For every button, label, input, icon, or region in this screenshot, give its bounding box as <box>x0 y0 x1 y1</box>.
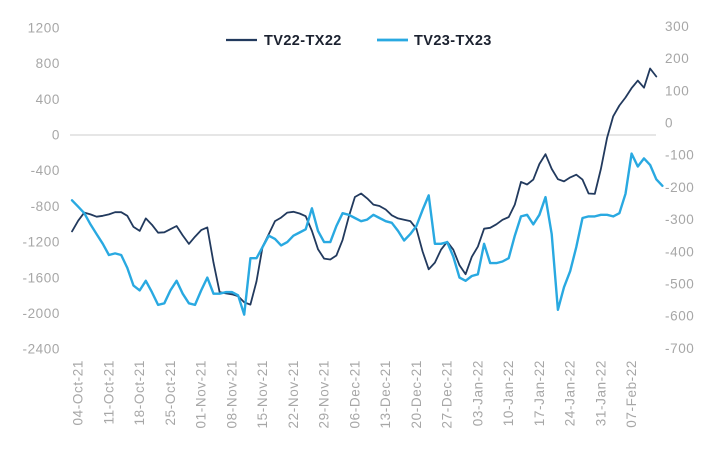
x-axis-date-label: 01-Nov-21 <box>194 360 209 428</box>
x-axis-date-label: 24-Jan-22 <box>563 360 578 426</box>
x-axis-date-label: 25-Oct-21 <box>163 360 178 425</box>
x-axis-date-label: 04-Oct-21 <box>71 360 86 425</box>
y-axis-right-label: -300 <box>665 212 694 227</box>
y-axis-right-label: -100 <box>665 148 694 163</box>
x-axis-date-label: 08-Nov-21 <box>224 360 239 428</box>
y-axis-left-label: 1200 <box>28 20 60 35</box>
series-line-tv23-tx23 <box>70 152 664 316</box>
chart-legend: TV22-TX22 TV23-TX23 <box>226 33 492 49</box>
x-axis-date-label: 27-Dec-21 <box>440 360 455 428</box>
x-axis-date-label: 15-Nov-21 <box>255 360 270 428</box>
x-axis-date-label: 07-Feb-22 <box>624 360 639 428</box>
y-axis-right-label: -200 <box>665 180 694 195</box>
y-axis-left-label: -2000 <box>22 306 60 321</box>
y-axis-left-label: -800 <box>31 199 60 214</box>
series-lines <box>70 67 664 316</box>
x-axis-date-label: 31-Jan-22 <box>593 360 608 426</box>
y-axis-right-labels: 300 200 100 0 -100 -200 -300 -400 -500 -600 -700 <box>665 19 694 356</box>
y-axis-right-label: 100 <box>665 83 689 98</box>
legend-label-tv22: TV22-TX22 <box>264 33 342 49</box>
y-axis-right-label: 200 <box>665 51 689 66</box>
series-line-tv22-tx22 <box>71 67 658 306</box>
x-axis-date-labels: 04-Oct-21 11-Oct-21 18-Oct-21 25-Oct-21 01-N… <box>71 360 640 428</box>
y-axis-right-label: -500 <box>665 277 694 292</box>
x-axis-date-label: 10-Jan-22 <box>501 360 516 426</box>
x-axis-date-label: 29-Nov-21 <box>317 360 332 428</box>
x-axis-date-label: 22-Nov-21 <box>286 360 301 428</box>
y-axis-left-label: -2400 <box>22 342 60 357</box>
legend-label-tv23: TV23-TX23 <box>414 33 492 49</box>
x-axis-date-label: 03-Jan-22 <box>470 360 485 426</box>
x-axis-date-label: 18-Oct-21 <box>132 360 147 425</box>
y-axis-left-label: 800 <box>36 56 60 71</box>
y-axis-right-label: -600 <box>665 309 694 324</box>
y-axis-left-label: -400 <box>31 163 60 178</box>
y-axis-left-label: 0 <box>52 128 60 143</box>
y-axis-left-label: -1200 <box>22 235 60 250</box>
x-axis-date-label: 11-Oct-21 <box>101 360 116 424</box>
y-axis-right-label: 300 <box>665 19 689 34</box>
y-axis-right-label: -400 <box>665 244 694 259</box>
y-axis-right-label: -700 <box>665 341 694 356</box>
y-axis-left-labels: 1200 800 400 0 -400 -800 -1200 -1600 -2000 -2400 <box>22 20 60 357</box>
x-axis-date-label: 17-Jan-22 <box>532 360 547 426</box>
y-axis-right-label: 0 <box>665 116 673 131</box>
x-axis-date-label: 06-Dec-21 <box>347 360 362 428</box>
y-axis-left-label: -1600 <box>22 270 60 285</box>
y-axis-left-label: 400 <box>36 92 60 107</box>
x-axis-date-label: 20-Dec-21 <box>409 360 424 428</box>
x-axis-date-label: 13-Dec-21 <box>378 360 393 428</box>
